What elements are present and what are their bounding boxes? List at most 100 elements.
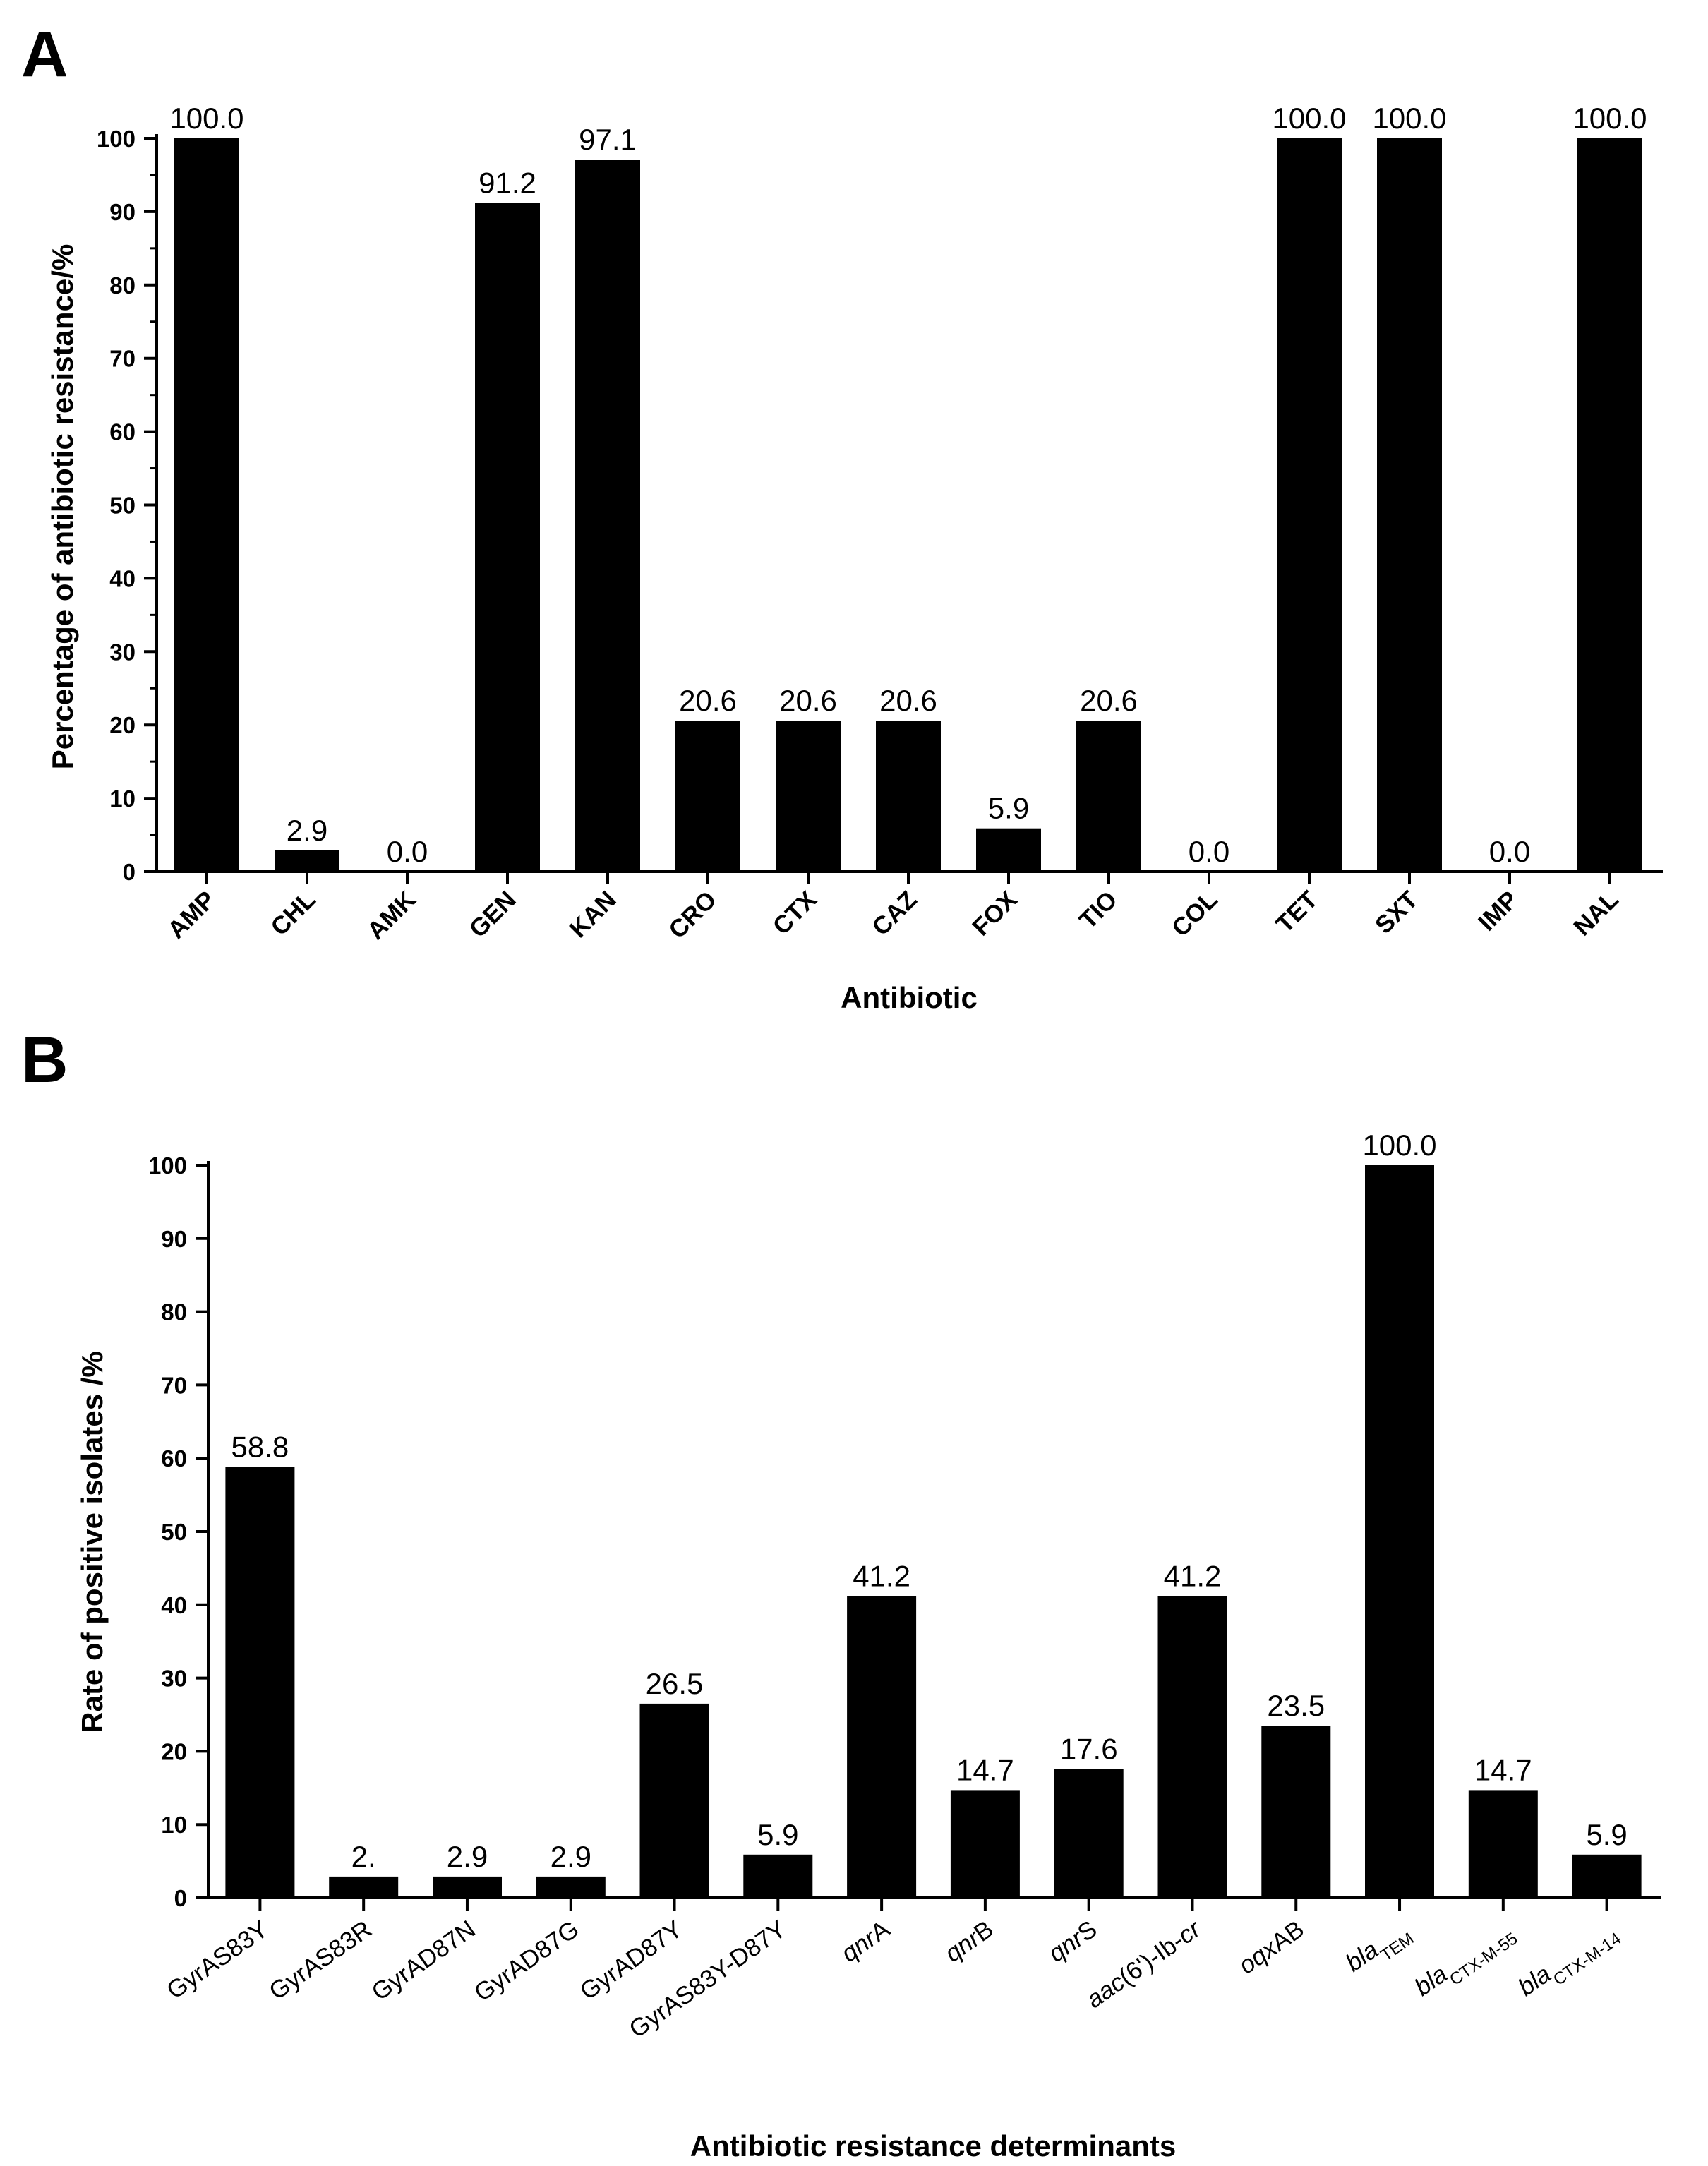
panel-a-x-axis-title: Antibiotic — [841, 981, 978, 1014]
x-tick-label: AMP — [162, 886, 221, 944]
x-tick-label: blaCTX-M-14 — [1513, 1915, 1625, 2009]
x-tick-label: GyrAS83Y — [162, 1915, 273, 2005]
bar-aac(6')-Ib-cr — [1157, 1596, 1227, 1898]
x-tick-label: blaCTX-M-55 — [1409, 1915, 1521, 2009]
panel-a-chart: A 100.02.90.091.297.120.6 20.6 20.65.920.6… — [21, 18, 1663, 1014]
y-tick-label: 60 — [161, 1445, 187, 1472]
x-tick-label: AMK — [362, 886, 421, 945]
x-tick-label: CHL — [265, 886, 320, 941]
value-label: 100.0 — [1572, 102, 1647, 135]
y-tick-label: 50 — [161, 1519, 187, 1545]
x-tick-label: qnrA — [836, 1915, 895, 1968]
panel-a-bars — [174, 138, 1642, 872]
bar-oqxAB — [1261, 1726, 1331, 1898]
x-tick-label: SXT — [1370, 886, 1424, 939]
panel-b-y-axis-title: Rate of positive isolates /% — [76, 1351, 109, 1733]
x-tick-label: NAL — [1568, 886, 1623, 941]
panel-b-chart: B 58.8 2. 2.9 2.9 26.5 5.9 41.2 14.7 17.6 41.2 23.… — [21, 1024, 1661, 2162]
bar-blaTEM — [1365, 1165, 1434, 1898]
x-tick-label: COL — [1167, 886, 1223, 942]
value-label: 0.0 — [387, 835, 428, 868]
value-label: 23.5 — [1267, 1689, 1325, 1722]
x-tick-label: CAZ — [867, 886, 922, 941]
bar-GyrAD87N — [433, 1876, 502, 1898]
x-tick-label: KAN — [564, 886, 621, 943]
y-tick-label: 70 — [109, 346, 136, 372]
bar-qnrS — [1054, 1769, 1124, 1898]
x-tick-label: qnrS — [1043, 1915, 1102, 1968]
panel-b-x-axis: GyrAS83YGyrAS83RGyrAD87NGyrAD87GGyrAD87Y… — [162, 1896, 1661, 2043]
y-tick-label: 20 — [161, 1738, 187, 1764]
value-label: 14.7 — [1474, 1753, 1532, 1786]
y-tick-label: 30 — [161, 1666, 187, 1692]
y-tick-label: 60 — [109, 419, 136, 445]
x-tick-label: GyrAD87N — [367, 1915, 481, 2006]
y-tick-label: 40 — [109, 565, 136, 591]
y-tick-label: 0 — [174, 1885, 187, 1911]
y-tick-label: 50 — [109, 493, 136, 519]
y-tick-label: 100 — [97, 126, 136, 152]
x-tick-label: aac(6')-Ib-cr — [1081, 1915, 1206, 2014]
bar-SXT — [1377, 138, 1442, 872]
bar-CHL — [275, 850, 339, 872]
bar-GyrAS83Y-D87Y — [743, 1854, 813, 1898]
panel-b-x-axis-title: Antibiotic resistance determinants — [690, 2129, 1177, 2162]
bar-CTX — [776, 721, 841, 872]
bar-KAN — [575, 160, 640, 872]
value-label: 97.1 — [579, 123, 637, 156]
panel-a-letter: A — [21, 18, 68, 90]
x-tick-label: oqxAB — [1234, 1915, 1309, 1980]
y-tick-label: 0 — [123, 859, 136, 885]
y-tick-label: 80 — [109, 272, 136, 299]
value-label: 20.6 — [1080, 684, 1138, 717]
value-label: 2.9 — [287, 814, 327, 847]
bar-AMP — [174, 138, 239, 872]
x-tick-label: GyrAS83R — [264, 1915, 376, 2006]
value-label: 14.7 — [956, 1753, 1014, 1786]
value-label: 20.6 — [879, 684, 937, 717]
x-tick-label: TIO — [1074, 886, 1123, 934]
panel-a-y-axis-title: Percentage of antibiotic resistance/% — [46, 244, 79, 770]
bar-qnrB — [950, 1790, 1020, 1898]
panel-a-x-axis: AMP CHL AMK GEN KAN CRO CTX CAZ FOX TIO COL TET SXT I… — [155, 870, 1663, 945]
value-label: 0.0 — [1489, 835, 1530, 868]
value-label: 5.9 — [757, 1818, 798, 1851]
y-tick-label: 20 — [109, 712, 136, 738]
y-tick-label: 70 — [161, 1372, 187, 1398]
value-label: 41.2 — [853, 1559, 910, 1592]
y-tick-label: 30 — [109, 639, 136, 665]
panel-b-letter: B — [21, 1024, 68, 1096]
bar-GyrAD87G — [536, 1876, 606, 1898]
bar-CRO — [675, 721, 740, 872]
panel-b-value-labels: 58.8 2. 2.9 2.9 26.5 5.9 41.2 14.7 17.6 41.2 23.5 1… — [231, 1129, 1628, 1873]
value-label: 5.9 — [988, 792, 1029, 825]
x-tick-label: qnrB — [940, 1915, 999, 1968]
value-label: 100.0 — [1272, 102, 1346, 135]
value-label: 2. — [351, 1840, 376, 1873]
bar-TET — [1277, 138, 1342, 872]
bar-qnrA — [847, 1596, 917, 1898]
bar-GyrAS83R — [329, 1876, 399, 1898]
panel-b-y-axis: 0 10 20 30 40 50 60 70 80 90 100 — [148, 1153, 210, 1911]
y-tick-label: 10 — [109, 786, 136, 812]
value-label: 2.9 — [447, 1840, 488, 1873]
value-label: 100.0 — [1362, 1129, 1436, 1162]
panel-b-bars — [225, 1165, 1642, 1898]
bar-GEN — [475, 203, 540, 872]
value-label: 5.9 — [1586, 1818, 1627, 1851]
bar-CAZ — [876, 721, 941, 872]
y-tick-label: 100 — [148, 1153, 187, 1179]
value-label: 20.6 — [779, 684, 837, 717]
value-label: 20.6 — [679, 684, 737, 717]
value-label: 100.0 — [1372, 102, 1446, 135]
x-tick-label: GEN — [464, 886, 521, 943]
value-label: 17.6 — [1060, 1732, 1118, 1765]
bar-TIO — [1076, 721, 1141, 872]
y-tick-label: 40 — [161, 1592, 187, 1618]
x-tick-label: FOX — [967, 886, 1023, 941]
panel-a-y-axis: 0 10 20 30 40 50 60 70 80 90 100 — [97, 126, 158, 885]
y-tick-label: 90 — [109, 199, 136, 225]
x-tick-label: CTX — [768, 886, 823, 941]
x-tick-label: GyrAD87G — [469, 1915, 584, 2007]
